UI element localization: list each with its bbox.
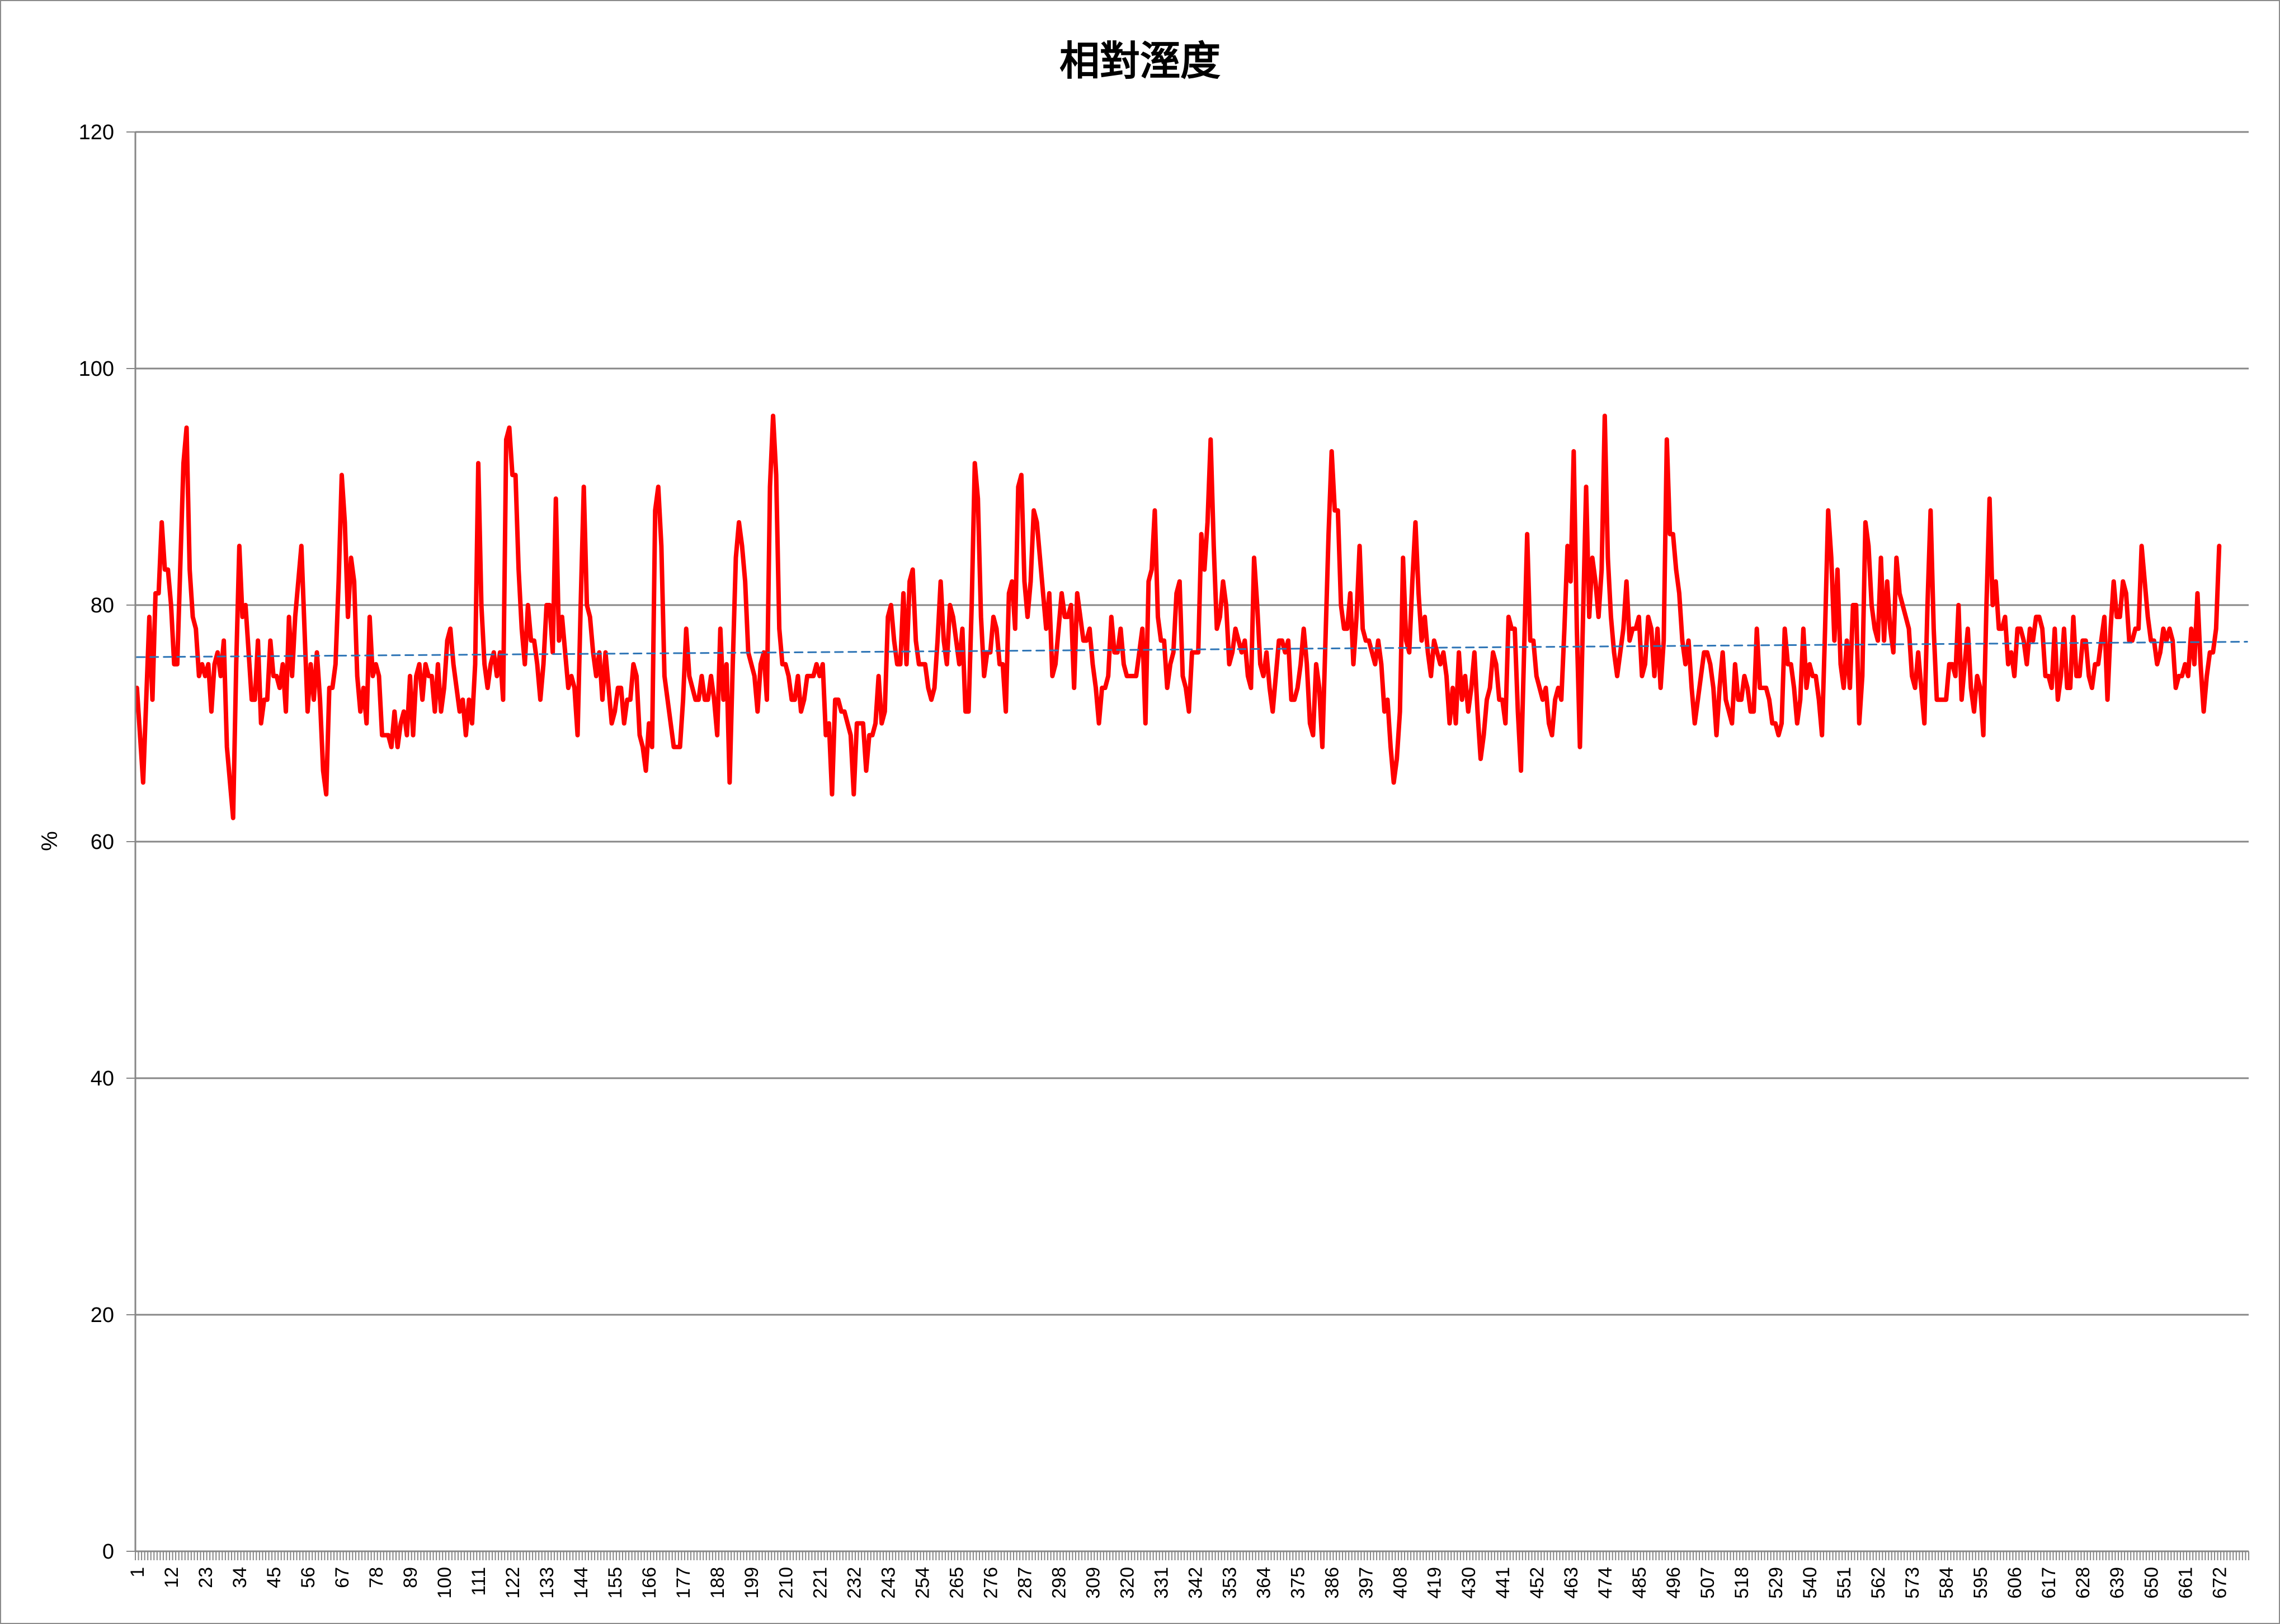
x-tick-label: 89: [400, 1567, 421, 1588]
y-axis-label: %: [37, 831, 62, 851]
x-tick-label: 584: [1936, 1567, 1957, 1599]
x-tick-label: 485: [1629, 1567, 1650, 1599]
x-tick-label: 12: [161, 1567, 182, 1588]
x-tick-label: 309: [1082, 1567, 1104, 1599]
x-tick-label: 155: [605, 1567, 626, 1599]
x-tick-label: 573: [1902, 1567, 1923, 1599]
y-tick-label: 120: [79, 121, 114, 144]
x-tick-label: 540: [1799, 1567, 1821, 1599]
x-tick-label: 661: [2175, 1567, 2196, 1599]
x-tick-label: 254: [912, 1567, 933, 1599]
x-tick-label: 397: [1356, 1567, 1377, 1599]
x-tick-label: 287: [1014, 1567, 1035, 1599]
x-tick-label: 298: [1048, 1567, 1070, 1599]
x-tick-label: 1: [127, 1567, 148, 1578]
y-tick-labels: 0 20 40 60 80 100 120: [79, 121, 114, 1564]
x-tick-label: 628: [2072, 1567, 2094, 1599]
x-tick-label: 507: [1697, 1567, 1718, 1599]
x-tick-label: 474: [1595, 1567, 1616, 1599]
x-tick-label: 56: [298, 1567, 319, 1588]
y-tick-label: 60: [91, 830, 114, 854]
x-tick-label: 331: [1151, 1567, 1172, 1599]
x-tick-label: 210: [775, 1567, 797, 1599]
x-tick-label: 353: [1219, 1567, 1241, 1599]
x-tick-label: 111: [468, 1567, 489, 1596]
x-tick-label: 518: [1731, 1567, 1753, 1599]
x-tick-label: 243: [878, 1567, 899, 1599]
x-tick-label: 133: [536, 1567, 558, 1599]
x-tick-label: 265: [946, 1567, 967, 1599]
x-tick-label: 452: [1527, 1567, 1548, 1599]
x-tick-label: 551: [1834, 1567, 1855, 1599]
x-tick-label: 199: [741, 1567, 762, 1599]
x-tick-marks: [135, 1551, 2249, 1560]
x-tick-label: 342: [1185, 1567, 1207, 1599]
x-tick-label: 650: [2141, 1567, 2162, 1599]
x-tick-label: 221: [809, 1567, 831, 1599]
x-tick-label: 606: [2004, 1567, 2025, 1599]
x-tick-label: 639: [2107, 1567, 2128, 1599]
x-tick-label: 672: [2209, 1567, 2230, 1599]
y-tick-label: 40: [91, 1067, 114, 1090]
gridlines: [126, 131, 2249, 1552]
chart-title: 相對溼度: [1059, 37, 1221, 84]
x-tick-label: 463: [1561, 1567, 1582, 1599]
x-tick-label: 67: [332, 1567, 353, 1588]
x-tick-label: 496: [1663, 1567, 1684, 1599]
y-tick-label: 20: [91, 1304, 114, 1327]
series: [134, 413, 2248, 820]
x-tick-label: 177: [673, 1567, 694, 1599]
x-tick-label: 430: [1458, 1567, 1480, 1599]
x-tick-label: 45: [263, 1567, 285, 1588]
x-tick-label: 34: [229, 1567, 251, 1588]
x-tick-label: 595: [1970, 1567, 1991, 1599]
x-tick-label: 188: [707, 1567, 728, 1599]
x-tick-label: 232: [844, 1567, 865, 1599]
x-tick-label: 144: [571, 1567, 592, 1599]
x-tick-label: 617: [2038, 1567, 2060, 1599]
x-tick-label: 320: [1117, 1567, 1138, 1599]
x-tick-label: 419: [1424, 1567, 1445, 1599]
y-tick-label: 0: [102, 1540, 114, 1564]
humidity-series-line: [134, 413, 2222, 820]
x-tick-label: 529: [1765, 1567, 1787, 1599]
trend-line: [136, 641, 2248, 658]
x-tick-label: 23: [195, 1567, 216, 1588]
x-tick-label: 408: [1390, 1567, 1411, 1599]
x-tick-marks-path: [135, 1551, 2249, 1560]
x-tick-label: 276: [980, 1567, 1001, 1599]
x-tick-label: 375: [1288, 1567, 1309, 1599]
x-tick-label: 78: [366, 1567, 387, 1588]
y-tick-label: 100: [79, 357, 114, 381]
x-tick-labels: 1 12 23 34 45 56 67 78 89 100 111 122 133 144 155 166 17…: [127, 1567, 2231, 1599]
x-tick-label: 166: [639, 1567, 660, 1599]
x-tick-label: 364: [1254, 1567, 1275, 1599]
x-tick-label: 100: [434, 1567, 455, 1599]
y-tick-label: 80: [91, 594, 114, 617]
x-tick-label: 562: [1868, 1567, 1889, 1599]
x-tick-label: 441: [1492, 1567, 1514, 1599]
x-tick-label: 122: [502, 1567, 524, 1599]
x-tick-label: 386: [1322, 1567, 1343, 1599]
